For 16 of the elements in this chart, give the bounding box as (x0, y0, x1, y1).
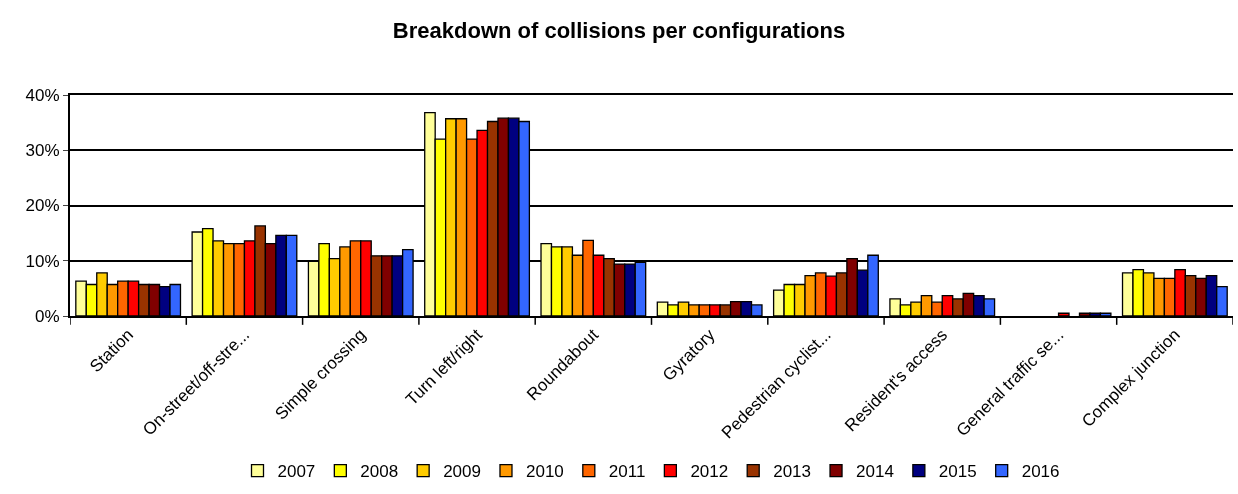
y-tick-label: 0% (35, 306, 60, 326)
legend-label: 2007 (277, 462, 316, 482)
y-tick-label: 20% (25, 196, 60, 216)
legend-label: 2011 (608, 462, 646, 482)
legend-label: 2016 (1021, 462, 1060, 482)
legend-label: 2010 (525, 462, 564, 482)
legend-label: 2015 (938, 462, 977, 482)
legend-label: 2009 (443, 462, 481, 482)
y-tick-label: 10% (25, 251, 60, 271)
legend-label: 2012 (690, 462, 729, 482)
legend-label: 2014 (856, 462, 894, 482)
legend-label: 2013 (773, 462, 812, 482)
chart-title: Breakdown of collisions per configurations (392, 17, 846, 43)
y-tick-label: 40% (25, 85, 60, 105)
y-tick-label: 30% (25, 141, 60, 161)
legend-label: 2008 (360, 462, 399, 482)
